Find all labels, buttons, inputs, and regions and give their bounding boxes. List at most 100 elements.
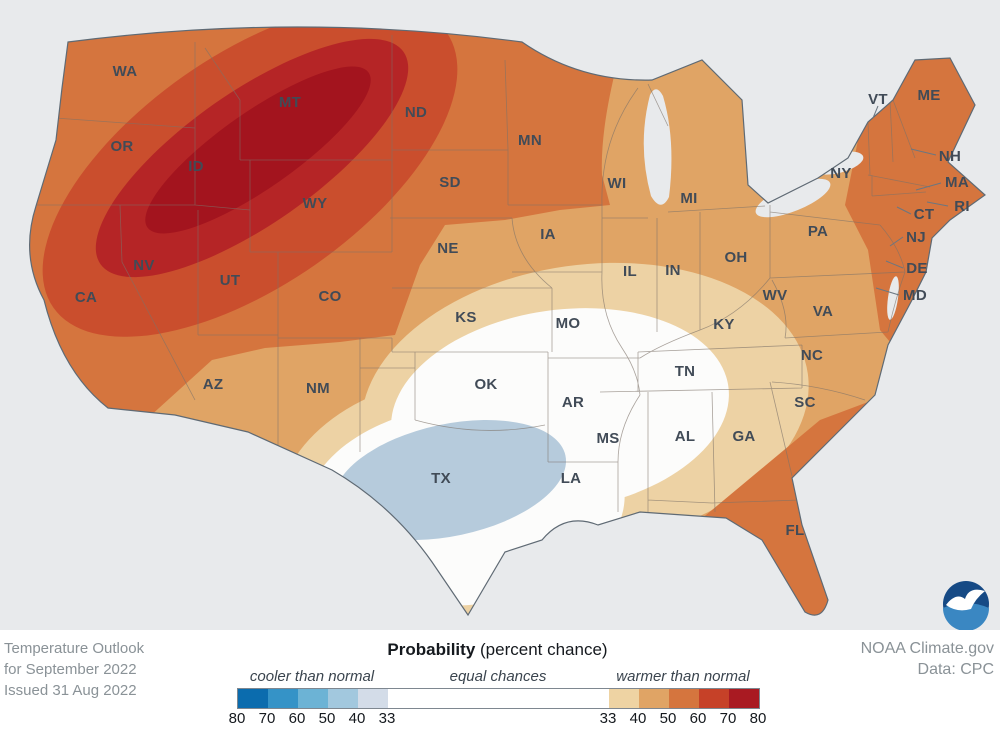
state-label-AZ: AZ <box>203 376 224 393</box>
legend-tick: 70 <box>719 710 737 727</box>
footer: Temperature Outlook for September 2022 I… <box>0 630 1000 735</box>
state-label-CA: CA <box>75 289 97 306</box>
legend-tick: 80 <box>749 710 767 727</box>
legend-tick: 60 <box>689 710 707 727</box>
legend-cell <box>268 689 298 708</box>
legend-cooler-label: cooler than normal <box>249 668 375 685</box>
state-label-KY: KY <box>713 316 734 333</box>
credit-block: NOAA Climate.gov Data: CPC <box>861 638 994 680</box>
state-label-TX: TX <box>431 470 451 487</box>
legend-color-bar <box>237 688 760 709</box>
legend-title-rest: (percent chance) <box>475 640 608 659</box>
state-label-PA: PA <box>808 223 828 240</box>
legend-tick: 50 <box>659 710 677 727</box>
state-label-ND: ND <box>405 104 427 121</box>
state-label-WY: WY <box>303 195 328 212</box>
state-label-TN: TN <box>675 363 696 380</box>
noaa-logo-seagull-icon <box>946 589 985 611</box>
state-label-OK: OK <box>474 376 497 393</box>
legend-tick: 80 <box>228 710 246 727</box>
legend-warm-cells <box>609 689 759 708</box>
state-label-NH: NH <box>939 148 961 165</box>
legend-cell <box>358 689 388 708</box>
state-label-NE: NE <box>437 240 458 257</box>
legend-title: Probability (percent chance) <box>237 640 758 660</box>
legend-tick: 33 <box>378 710 396 727</box>
info-line-1: Temperature Outlook <box>4 640 145 657</box>
lake-erie <box>755 178 831 218</box>
state-label-WV: WV <box>763 287 788 304</box>
state-label-MS: MS <box>596 430 619 447</box>
state-label-DE: DE <box>906 260 927 277</box>
state-label-OR: OR <box>110 138 133 155</box>
legend-cell <box>729 689 759 708</box>
state-label-IL: IL <box>623 263 637 280</box>
legend-tick: 50 <box>318 710 336 727</box>
state-label-MO: MO <box>556 315 581 332</box>
legend-cell <box>238 689 268 708</box>
state-label-VA: VA <box>813 303 833 320</box>
credit-line-2: Data: CPC <box>917 661 994 678</box>
noaa-logo <box>943 581 989 631</box>
legend-cell <box>639 689 669 708</box>
info-line-3: Issued 31 Aug 2022 <box>4 682 137 699</box>
state-label-ME: ME <box>917 87 940 104</box>
legend-tick: 40 <box>348 710 366 727</box>
legend-cell <box>328 689 358 708</box>
state-label-NJ: NJ <box>906 229 926 246</box>
state-label-MI: MI <box>680 190 697 207</box>
state-label-SD: SD <box>439 174 460 191</box>
us-map-svg: WA OR CA NV ID MT WY UT AZ CO NM ND SD NE KS OK TX MN IA MO… <box>0 0 1000 631</box>
state-label-NC: NC <box>801 347 823 364</box>
state-label-WA: WA <box>113 63 138 80</box>
legend-tick: 70 <box>258 710 276 727</box>
legend-cell <box>609 689 639 708</box>
state-label-RI: RI <box>954 198 970 215</box>
state-label-WI: WI <box>608 175 627 192</box>
state-label-OH: OH <box>724 249 747 266</box>
state-label-MT: MT <box>279 94 301 111</box>
issuance-info: Temperature Outlook for September 2022 I… <box>4 638 144 701</box>
state-label-MN: MN <box>518 132 542 149</box>
legend-tick: 40 <box>629 710 647 727</box>
state-label-LA: LA <box>561 470 582 487</box>
state-label-ID: ID <box>188 158 204 175</box>
state-label-NM: NM <box>306 380 330 397</box>
chesapeake-bay <box>887 276 899 320</box>
state-label-IA: IA <box>540 226 556 243</box>
legend-cool-cells <box>238 689 388 708</box>
state-label-CO: CO <box>318 288 341 305</box>
state-label-IN: IN <box>665 262 681 279</box>
probability-legend: Probability (percent chance) cooler than… <box>229 630 767 735</box>
us-outline <box>29 26 986 617</box>
state-label-AL: AL <box>675 428 696 445</box>
legend-title-bold: Probability <box>387 640 476 659</box>
state-labels-layer: WA OR CA NV ID MT WY UT AZ CO NM ND SD NE KS OK TX MN IA MO… <box>75 63 970 539</box>
label-pointer-lines <box>872 105 949 296</box>
state-label-MA: MA <box>945 174 969 191</box>
credit-line-1: NOAA Climate.gov <box>860 640 994 657</box>
legend-cell <box>669 689 699 708</box>
state-label-NY: NY <box>830 165 851 182</box>
info-line-2: for September 2022 <box>4 661 137 678</box>
legend-equal-label: equal chances <box>449 668 547 685</box>
legend-cell <box>699 689 729 708</box>
legend-tick-values: 80 70 60 50 40 33 33 40 50 60 70 80 <box>229 710 767 730</box>
state-label-AR: AR <box>562 394 584 411</box>
state-label-UT: UT <box>220 272 241 289</box>
state-label-KS: KS <box>455 309 476 326</box>
legend-cell <box>298 689 328 708</box>
us-map: WA OR CA NV ID MT WY UT AZ CO NM ND SD NE KS OK TX MN IA MO… <box>0 0 1000 631</box>
state-label-NV: NV <box>133 257 154 274</box>
state-label-GA: GA <box>732 428 755 445</box>
legend-tick: 33 <box>599 710 617 727</box>
cooler-band-texas <box>333 419 567 541</box>
noaa-logo-wave <box>943 603 989 631</box>
state-label-MD: MD <box>903 287 927 304</box>
state-label-VT: VT <box>868 91 888 108</box>
legend-tick: 60 <box>288 710 306 727</box>
state-label-CT: CT <box>914 206 935 223</box>
state-borders <box>29 35 931 513</box>
legend-equal-cell <box>388 689 609 708</box>
